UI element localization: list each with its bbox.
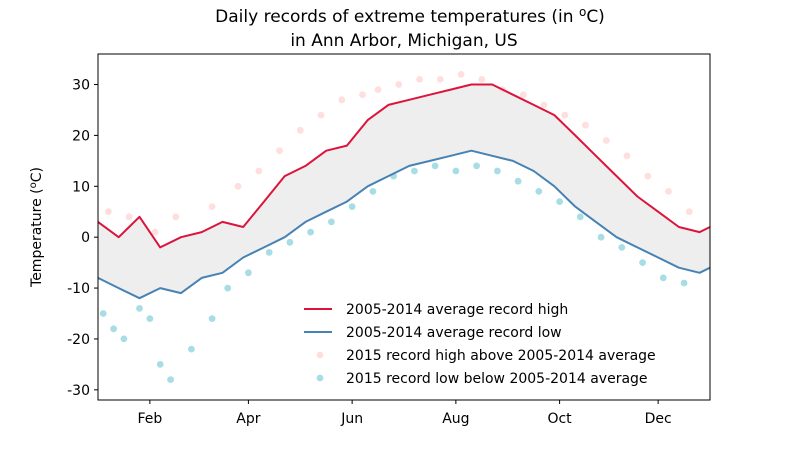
low-record-point xyxy=(680,279,688,287)
low-record-point xyxy=(639,259,646,266)
y-tick-label: -10 xyxy=(67,281,90,297)
low-record-point xyxy=(146,315,154,322)
y-tick-label: -20 xyxy=(67,332,90,348)
high-record-point xyxy=(457,71,465,78)
chart-title-unit: C) xyxy=(586,7,605,27)
high-record-point xyxy=(234,182,242,190)
low-record-point xyxy=(224,284,232,292)
high-record-point xyxy=(151,228,159,236)
low-record-point xyxy=(431,162,439,170)
high-record-point xyxy=(338,96,346,104)
chart-title-line1: Daily records of extreme temperatures (i… xyxy=(215,7,579,27)
high-record-point xyxy=(685,208,693,216)
record-high-line xyxy=(97,83,711,249)
low-record-point xyxy=(265,249,273,256)
legend-label: 2005-2014 average record low xyxy=(346,325,562,341)
x-tick-label: Jun xyxy=(340,411,363,427)
record-low-line xyxy=(97,149,711,300)
low-record-point xyxy=(120,335,128,343)
high-record-point xyxy=(255,167,263,175)
low-record-point xyxy=(618,244,626,251)
low-record-point xyxy=(597,233,605,241)
low-record-point xyxy=(452,167,460,175)
high-record-point xyxy=(208,203,216,211)
high-record-point xyxy=(623,152,631,160)
low-record-point xyxy=(188,345,195,353)
high-record-point xyxy=(374,86,382,93)
high-record-point xyxy=(644,172,652,180)
x-tick-label: Apr xyxy=(236,411,260,427)
high-record-point xyxy=(416,76,423,83)
y-tick-label: 10 xyxy=(72,179,90,195)
low-record-point xyxy=(473,162,480,170)
legend: 2005-2014 average record high 2005-2014 a… xyxy=(304,302,656,387)
low-record-point xyxy=(369,188,377,195)
y-tick-label: 0 xyxy=(81,230,90,246)
low-record-point xyxy=(245,269,252,277)
high-record-point xyxy=(395,81,403,88)
y-tick-label: -30 xyxy=(67,383,90,399)
y-tick-label: 30 xyxy=(72,78,90,94)
chart-title-sup: o xyxy=(579,5,586,19)
high-record-point xyxy=(276,147,283,155)
low-record-point xyxy=(411,167,418,175)
high-record-point xyxy=(540,101,548,109)
high-record-point xyxy=(359,91,366,99)
high-record-point xyxy=(478,76,486,83)
high-record-point xyxy=(665,188,672,195)
low-record-point xyxy=(208,315,216,322)
low-record-point xyxy=(156,361,164,368)
low-record-point xyxy=(99,310,107,317)
high-record-point xyxy=(296,126,304,134)
y-tick-label: 20 xyxy=(72,128,90,144)
low-record-point xyxy=(286,238,294,246)
high-record-point xyxy=(582,121,589,129)
x-axis: Feb Apr Jun Aug Oct Dec xyxy=(137,400,672,427)
low-record-point xyxy=(535,188,543,195)
plot-frame xyxy=(97,53,711,401)
low-record-point xyxy=(514,177,522,185)
x-tick-label: Feb xyxy=(137,411,162,427)
low-record-point xyxy=(556,198,563,206)
low-record-point xyxy=(110,325,117,333)
legend-label: 2005-2014 average record high xyxy=(346,302,568,318)
x-tick-label: Oct xyxy=(547,411,572,427)
x-tick-label: Dec xyxy=(645,411,672,427)
low-record-point xyxy=(576,213,584,221)
y-axis-label-prefix: Temperature ( xyxy=(29,188,45,288)
y-axis-label-suffix: C) xyxy=(29,167,45,182)
high-record-point xyxy=(561,111,569,119)
low-record-point xyxy=(659,274,667,282)
high-record-point xyxy=(436,76,444,83)
high-record-point xyxy=(317,111,325,119)
low-record-point xyxy=(307,228,314,236)
legend-label: 2015 record high above 2005-2014 average xyxy=(346,348,656,364)
low-record-point xyxy=(167,376,175,383)
chart-title: Daily records of extreme temperatures (i… xyxy=(215,5,605,27)
x-tick-label: Aug xyxy=(442,411,469,427)
low-record-point xyxy=(348,203,356,211)
y-axis-label-sup: o xyxy=(28,182,39,188)
y-axis: -30 -20 -10 0 10 20 30 xyxy=(67,78,98,399)
legend-swatch-dot xyxy=(316,351,324,359)
low-record-point xyxy=(136,305,143,312)
high-record-point xyxy=(105,208,112,216)
legend-label: 2015 record low below 2005-2014 average xyxy=(346,371,648,387)
chart-subtitle: in Ann Arbor, Michigan, US xyxy=(290,31,517,51)
high-record-point xyxy=(125,213,133,221)
high-record-point xyxy=(519,91,527,99)
high-record-point xyxy=(172,213,180,221)
low-record-point xyxy=(328,218,335,226)
high-low-fill-band xyxy=(98,84,710,299)
low-record-point xyxy=(494,167,501,175)
plot-area xyxy=(97,71,711,383)
high-record-point xyxy=(602,137,610,144)
legend-swatch-dot xyxy=(316,374,324,382)
y-axis-label: Temperature (oC) xyxy=(28,167,45,288)
